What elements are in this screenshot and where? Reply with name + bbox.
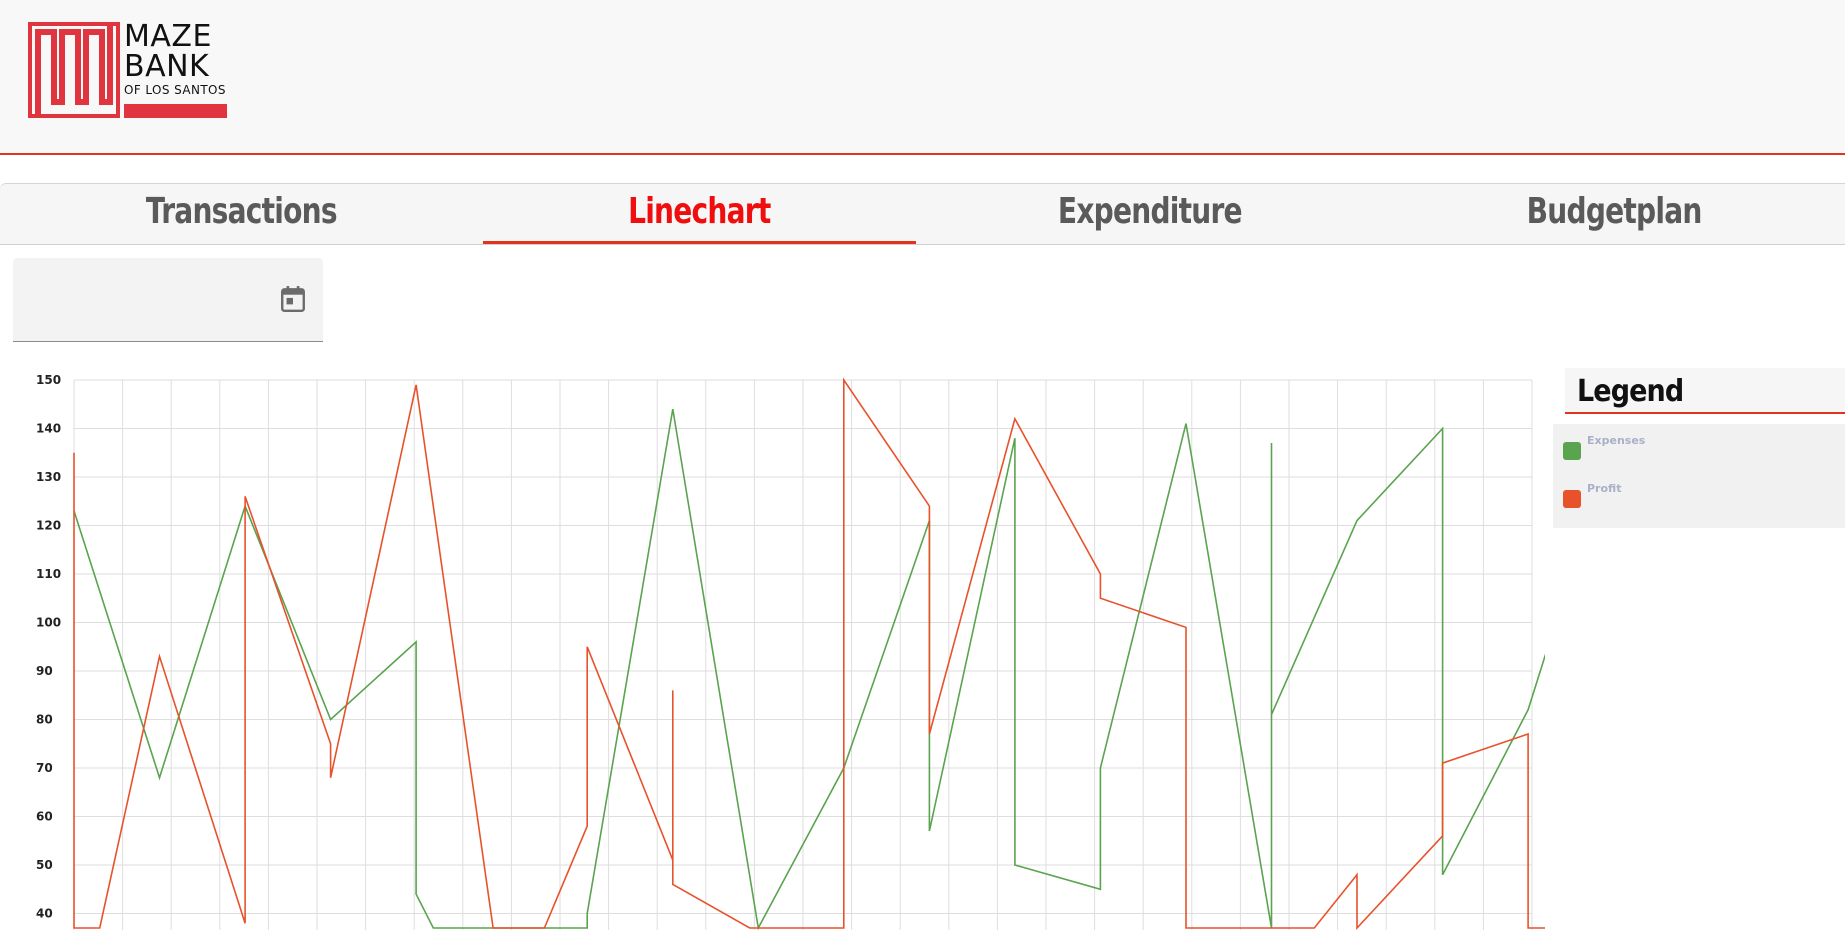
- chart-legend: Legend Expenses Profit: [1553, 368, 1845, 528]
- y-tick-label: 150: [36, 373, 61, 387]
- legend-label-expenses: Expenses: [1587, 434, 1646, 447]
- app-header: MAZE BANK OF LOS SANTOS: [0, 0, 1845, 155]
- tab-linechart-label: Linechart: [628, 191, 771, 232]
- legend-body: Expenses Profit: [1553, 424, 1845, 528]
- maze-logo-icon: [28, 22, 120, 118]
- tab-transactions-label: Transactions: [145, 191, 338, 232]
- logo-word-maze: MAZE: [124, 19, 212, 54]
- y-tick-label: 110: [36, 567, 61, 581]
- line-chart: 150 140 130 120 110 100 90 80 70 60 50 40: [36, 373, 1545, 930]
- y-tick-label: 70: [36, 761, 53, 775]
- legend-header: Legend: [1565, 368, 1845, 414]
- legend-swatch-profit: [1563, 490, 1581, 508]
- maze-bank-logo[interactable]: MAZE BANK OF LOS SANTOS: [28, 22, 228, 120]
- logo-bar: [124, 104, 227, 118]
- date-picker-field[interactable]: [13, 258, 323, 342]
- tab-bar: Transactions Linechart Expenditure Budge…: [0, 183, 1845, 245]
- logo-word-bank: BANK: [124, 49, 210, 84]
- legend-label-profit: Profit: [1587, 482, 1622, 495]
- y-tick-label: 90: [36, 664, 53, 678]
- tab-budgetplan-label: Budgetplan: [1527, 191, 1703, 232]
- y-tick-label: 120: [36, 519, 61, 533]
- logo-subtitle: OF LOS SANTOS: [124, 83, 226, 97]
- tab-linechart[interactable]: Linechart: [483, 184, 916, 244]
- y-tick-label: 40: [36, 907, 53, 921]
- y-tick-label: 50: [36, 858, 53, 872]
- y-tick-label: 130: [36, 470, 61, 484]
- legend-title: Legend: [1577, 374, 1684, 409]
- y-tick-label: 140: [36, 422, 61, 436]
- tab-budgetplan[interactable]: Budgetplan: [1384, 184, 1845, 244]
- y-tick-label: 80: [36, 713, 53, 727]
- logo-text: MAZE BANK OF LOS SANTOS: [124, 19, 226, 98]
- series-line-expenses: [73, 408, 1545, 930]
- y-tick-label: 60: [36, 810, 53, 824]
- tab-expenditure-label: Expenditure: [1058, 191, 1243, 232]
- series-line-profit: [73, 377, 1545, 930]
- y-tick-label: 100: [36, 616, 61, 630]
- date-input[interactable]: [27, 288, 271, 311]
- calendar-icon[interactable]: [280, 285, 306, 313]
- legend-swatch-expenses: [1563, 442, 1581, 460]
- tab-transactions[interactable]: Transactions: [0, 184, 482, 244]
- tab-expenditure[interactable]: Expenditure: [916, 184, 1384, 244]
